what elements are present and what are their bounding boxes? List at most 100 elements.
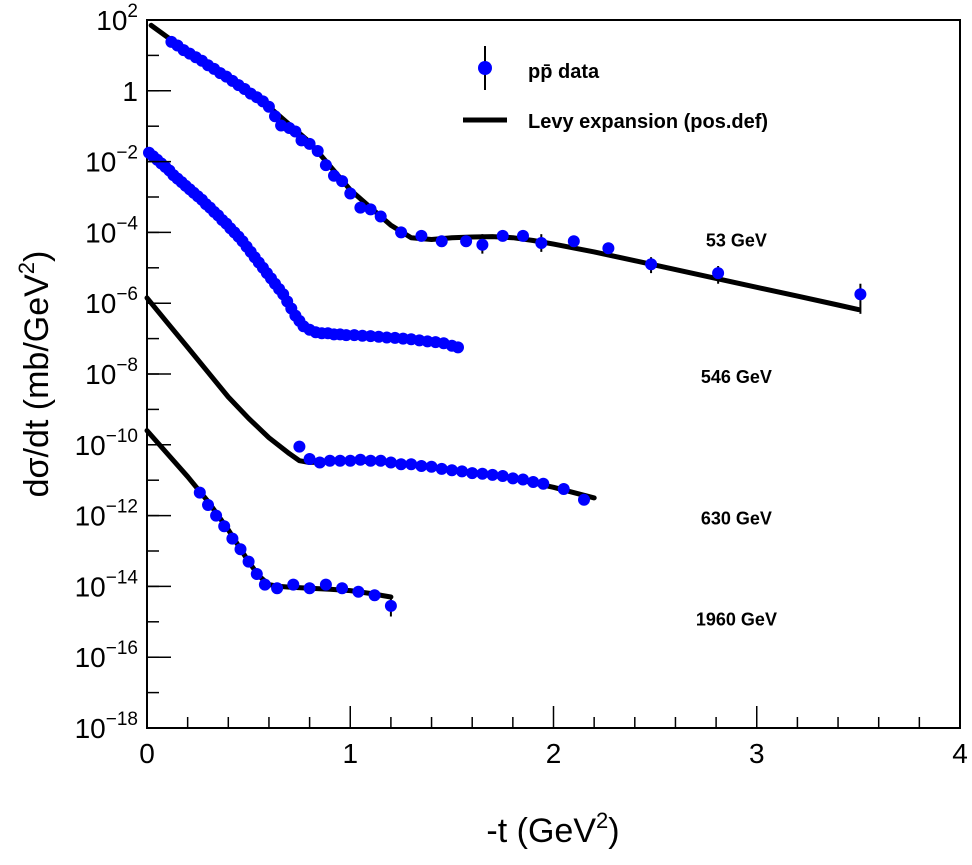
data-point bbox=[242, 555, 255, 568]
legend-fit-label: Levy expansion (pos.def) bbox=[528, 111, 768, 133]
energy-label: 630 GeV bbox=[701, 508, 772, 528]
data-point bbox=[537, 477, 550, 490]
data-point bbox=[466, 467, 479, 480]
data-point bbox=[527, 476, 540, 488]
data-point bbox=[234, 543, 247, 556]
data-point bbox=[415, 460, 428, 472]
data-point bbox=[364, 454, 377, 467]
y-tick-label: 10−10 bbox=[75, 426, 138, 461]
data-point bbox=[517, 473, 529, 486]
data-point bbox=[271, 582, 284, 595]
data-point bbox=[303, 137, 316, 150]
data-point bbox=[354, 201, 367, 214]
data-point bbox=[352, 585, 365, 598]
data-point bbox=[303, 453, 316, 465]
data-point bbox=[334, 454, 347, 467]
y-tick-label: 10−16 bbox=[75, 638, 138, 673]
energy-label: 53 GeV bbox=[706, 231, 767, 251]
data-points bbox=[143, 35, 867, 612]
data-point bbox=[210, 509, 223, 522]
x-tick-label: 2 bbox=[546, 738, 562, 769]
x-tick-label: 0 bbox=[139, 738, 155, 769]
data-point bbox=[476, 467, 489, 480]
error-bars bbox=[389, 234, 862, 617]
data-point bbox=[250, 568, 263, 580]
data-point bbox=[506, 472, 519, 485]
y-tick-label: 10−14 bbox=[75, 567, 139, 602]
energy-label: 1960 GeV bbox=[696, 609, 777, 629]
data-point bbox=[323, 454, 336, 467]
energy-annotations: 53 GeV 546 GeV 630 GeV 1960 GeV bbox=[696, 231, 777, 630]
legend: pp̄ data Levy expansion (pos.def) bbox=[463, 46, 768, 133]
legend-data-label: pp̄ data bbox=[528, 61, 600, 83]
data-point bbox=[557, 483, 570, 495]
data-point bbox=[405, 458, 418, 471]
data-point bbox=[368, 589, 381, 602]
y-tick-label: 10−4 bbox=[85, 213, 138, 248]
data-point bbox=[535, 237, 548, 249]
data-point bbox=[218, 520, 231, 533]
legend-data-marker bbox=[478, 61, 492, 75]
data-point bbox=[303, 582, 316, 595]
y-tick-label: 10−6 bbox=[85, 284, 138, 319]
data-point bbox=[287, 578, 300, 591]
data-point bbox=[435, 462, 448, 475]
x-tick-label: 4 bbox=[952, 738, 968, 769]
data-point bbox=[319, 578, 332, 591]
y-tick-label: 1 bbox=[122, 76, 138, 107]
data-point bbox=[602, 242, 615, 255]
data-point bbox=[311, 145, 324, 157]
data-point bbox=[496, 470, 509, 482]
data-point bbox=[313, 456, 326, 469]
y-tick-label: 102 bbox=[96, 1, 138, 36]
data-point bbox=[258, 578, 271, 591]
data-point bbox=[567, 235, 580, 248]
data-point bbox=[854, 288, 867, 301]
data-point bbox=[712, 267, 725, 280]
data-point bbox=[425, 460, 438, 473]
data-point bbox=[415, 229, 428, 242]
data-point bbox=[336, 175, 349, 188]
fit-curve bbox=[144, 295, 597, 501]
energy-label: 546 GeV bbox=[701, 367, 772, 387]
y-tick-label: 10−18 bbox=[75, 709, 138, 744]
data-point bbox=[374, 454, 387, 467]
data-point bbox=[226, 532, 239, 545]
data-point bbox=[354, 453, 367, 466]
fit-curve bbox=[144, 428, 394, 600]
y-axis-title: dσ/dt (mb/GeV2) bbox=[14, 251, 56, 498]
x-axis-ticks: 0 1 2 3 4 bbox=[139, 706, 968, 769]
data-point bbox=[496, 229, 509, 242]
data-point bbox=[578, 493, 590, 506]
data-point bbox=[452, 341, 464, 354]
data-point bbox=[202, 499, 214, 511]
data-point bbox=[344, 187, 357, 200]
data-point bbox=[476, 238, 489, 251]
y-tick-label: 10−8 bbox=[85, 355, 138, 390]
data-point bbox=[486, 468, 499, 481]
data-point bbox=[384, 456, 397, 469]
data-point bbox=[517, 229, 529, 242]
y-tick-label: 10−12 bbox=[75, 497, 138, 532]
data-point bbox=[344, 454, 357, 467]
data-point bbox=[364, 203, 377, 216]
data-point bbox=[269, 110, 281, 123]
data-point bbox=[289, 125, 302, 138]
data-point bbox=[395, 458, 408, 471]
x-tick-label: 3 bbox=[749, 738, 765, 769]
data-point bbox=[645, 258, 658, 271]
data-point bbox=[336, 582, 349, 595]
x-tick-label: 1 bbox=[342, 738, 358, 769]
data-point bbox=[262, 100, 275, 113]
data-point bbox=[460, 235, 473, 248]
y-tick-label: 10−2 bbox=[85, 143, 138, 178]
data-point bbox=[456, 465, 468, 478]
data-point bbox=[193, 486, 206, 499]
y-axis-ticks: 102 1 10−2 10−4 10−6 10−8 10−10 10−12 10−14 10−16… bbox=[75, 1, 171, 744]
data-point bbox=[435, 235, 448, 248]
x-axis-title: -t (GeV2) bbox=[486, 808, 619, 850]
data-point bbox=[319, 159, 332, 172]
data-point bbox=[445, 464, 458, 477]
data-point bbox=[374, 210, 387, 223]
